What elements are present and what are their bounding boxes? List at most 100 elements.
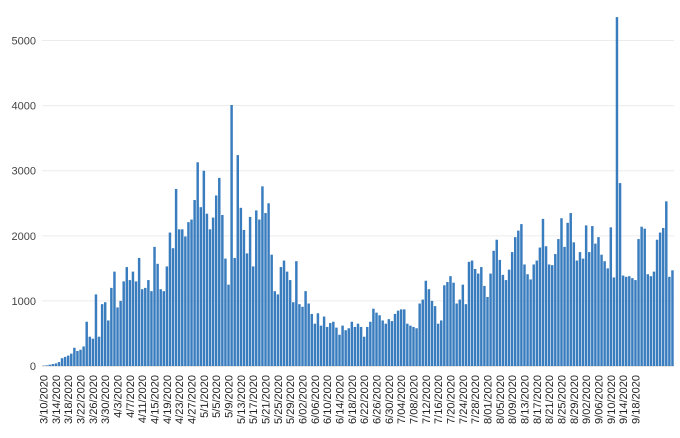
bar: [517, 230, 520, 366]
bar: [137, 257, 141, 366]
bar: [159, 289, 162, 366]
bar: [424, 280, 428, 366]
bar: [181, 229, 184, 366]
bar: [292, 302, 295, 366]
bar: [470, 260, 474, 366]
bar: [443, 285, 446, 366]
bar: [581, 258, 585, 366]
x-axis-ticks: 3/10/2020 3/14/2020 3/18/2020 3/22/2020 3/26…: [39, 375, 643, 424]
x-tick-label: 7/20/2020: [445, 375, 457, 424]
x-tick-label: 5/13/2020: [236, 375, 248, 424]
bar: [276, 294, 280, 366]
bar: [54, 363, 58, 366]
bar: [224, 258, 227, 366]
bar: [140, 289, 144, 366]
bar: [273, 291, 276, 366]
bar: [378, 315, 381, 366]
bar: [144, 287, 147, 366]
bar: [631, 278, 634, 366]
bar: [156, 263, 159, 366]
bar: [338, 334, 341, 366]
bar: [507, 269, 511, 366]
bar: [486, 297, 489, 366]
bar: [624, 276, 628, 366]
bar-layer: [42, 17, 674, 367]
x-tick-label: 5/29/2020: [285, 375, 297, 424]
bar: [165, 266, 169, 366]
bar: [362, 336, 366, 366]
bar: [285, 271, 289, 366]
bar: [544, 246, 548, 366]
bar: [97, 336, 101, 366]
bar: [245, 253, 249, 366]
bar: [427, 289, 431, 366]
bar: [523, 264, 526, 366]
bar: [128, 280, 132, 366]
x-tick-label: 7/04/2020: [396, 375, 408, 424]
x-tick-label: 6/18/2020: [347, 375, 359, 424]
bar: [301, 306, 304, 366]
bar: [375, 312, 378, 366]
bar: [618, 183, 622, 366]
x-tick-label: 6/14/2020: [335, 375, 347, 424]
bar: [547, 264, 551, 366]
bar: [218, 177, 221, 366]
bar: [88, 336, 92, 366]
x-tick-label: 4/11/2020: [137, 375, 149, 423]
bar: [366, 326, 369, 366]
bar: [621, 275, 625, 366]
bar: [242, 229, 246, 366]
bar: [332, 321, 335, 366]
bar: [57, 362, 61, 366]
x-tick-label: 4/7/2020: [125, 375, 137, 418]
bar: [187, 222, 190, 366]
x-tick-label: 6/30/2020: [384, 375, 396, 424]
bar: [566, 222, 569, 366]
bar: [554, 254, 557, 366]
x-tick-label: 6/22/2020: [359, 375, 371, 424]
bar: [261, 186, 264, 366]
bar: [131, 271, 135, 366]
x-tick-label: 8/09/2020: [507, 375, 519, 424]
x-tick-label: 5/9/2020: [224, 375, 236, 418]
bar: [227, 284, 230, 366]
bar: [171, 248, 175, 366]
bar: [498, 259, 502, 366]
bar: [103, 302, 107, 366]
bar: [557, 239, 560, 366]
bar: [356, 323, 360, 366]
bar: [66, 355, 70, 366]
bar: [421, 299, 424, 366]
bar: [390, 321, 394, 366]
bar: [202, 170, 206, 366]
x-tick-label: 8/21/2020: [544, 375, 556, 424]
bar: [649, 276, 653, 366]
bar: [63, 356, 67, 366]
bar: [467, 261, 471, 366]
bar: [270, 254, 273, 366]
bar: [634, 280, 637, 366]
bar: [73, 347, 76, 366]
bar: [199, 207, 203, 366]
x-tick-label: 7/24/2020: [458, 375, 470, 424]
x-tick-label: 6/06/2020: [310, 375, 322, 424]
bar: [48, 364, 51, 366]
bar: [264, 213, 267, 366]
bar: [514, 237, 517, 366]
x-tick-label: 5/25/2020: [273, 375, 285, 424]
bar: [612, 277, 616, 366]
x-tick-label: 7/16/2020: [433, 375, 445, 424]
x-tick-label: 9/06/2020: [593, 375, 605, 424]
bar: [637, 239, 640, 366]
y-tick-label: 0: [30, 361, 36, 373]
bar: [307, 303, 310, 366]
bar: [569, 213, 572, 366]
bar: [347, 328, 350, 366]
bar: [458, 299, 461, 366]
x-tick-label: 8/29/2020: [569, 375, 581, 424]
bar: [538, 247, 542, 366]
bar: [594, 243, 597, 366]
bar: [643, 228, 646, 366]
bar: [578, 252, 582, 366]
bar: [461, 284, 465, 366]
